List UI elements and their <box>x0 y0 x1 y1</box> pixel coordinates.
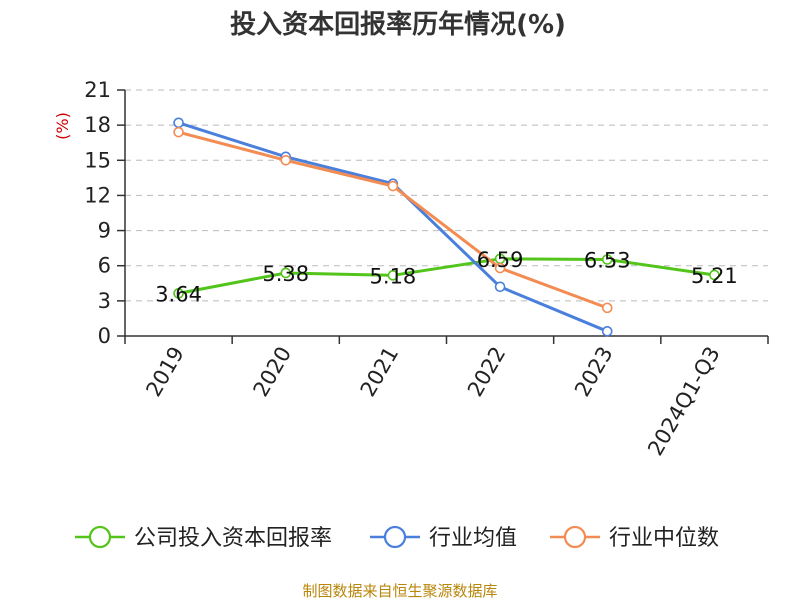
data-point <box>494 262 506 274</box>
x-tick-label: 2023 <box>570 343 618 401</box>
y-tick-label: 0 <box>98 324 111 348</box>
data-point <box>387 180 399 192</box>
legend-marker <box>88 525 112 549</box>
legend-marker <box>383 525 407 549</box>
y-tick-label: 3 <box>98 289 111 313</box>
axes <box>117 89 769 344</box>
x-ticks: 2019 2020 2021 2022 2023 2024Q1-Q3 <box>141 343 724 460</box>
data-point <box>387 270 399 281</box>
data-label: 5.21 <box>691 264 738 288</box>
data-point <box>280 154 292 166</box>
data-point <box>173 288 184 299</box>
legend-label: 行业均值 <box>429 526 517 551</box>
x-tick-label: 2024Q1-Q3 <box>643 343 725 460</box>
data-point <box>601 254 613 265</box>
legend-marker <box>563 525 587 549</box>
series-line <box>178 257 715 295</box>
data-point <box>173 126 184 138</box>
x-tick-label: 2021 <box>356 343 404 401</box>
data-point <box>173 117 184 129</box>
y-tick-label: 18 <box>84 113 111 137</box>
y-tick-label: 21 <box>84 78 111 102</box>
data-point <box>494 281 506 293</box>
y-axis-unit: (%) <box>53 112 72 140</box>
data-point <box>709 269 720 281</box>
legend[interactable]: 公司投入资本回报率 行业均值 行业中位数 <box>75 525 719 551</box>
data-label: 5.18 <box>370 264 417 288</box>
series-line <box>178 121 608 333</box>
y-tick-label: 12 <box>84 183 111 207</box>
data-label: 6.53 <box>584 249 631 273</box>
legend-label: 公司投入资本回报率 <box>134 526 332 551</box>
chart-title: 投入资本回报率历年情况(%) <box>230 9 566 40</box>
data-label: 5.38 <box>262 262 309 286</box>
series-group <box>173 117 720 337</box>
source-note: 制图数据来自恒生聚源数据库 <box>302 582 497 600</box>
data-label: 3.64 <box>155 282 202 306</box>
x-tick-label: 2020 <box>249 343 297 401</box>
x-tick-label: 2019 <box>141 343 189 401</box>
data-point <box>280 267 292 279</box>
legend-label: 行业中位数 <box>609 526 719 551</box>
y-ticks: 0 3 6 9 12 15 18 21 <box>84 78 111 348</box>
y-tick-label: 6 <box>98 254 111 278</box>
data-label: 6.59 <box>477 248 524 272</box>
data-point <box>601 326 613 337</box>
data-labels: 3.64 5.38 5.18 6.59 6.53 5.21 <box>155 248 738 307</box>
x-tick-label: 2022 <box>463 343 511 401</box>
data-point <box>601 302 613 314</box>
y-tick-label: 9 <box>98 219 111 243</box>
y-tick-label: 15 <box>84 148 111 172</box>
